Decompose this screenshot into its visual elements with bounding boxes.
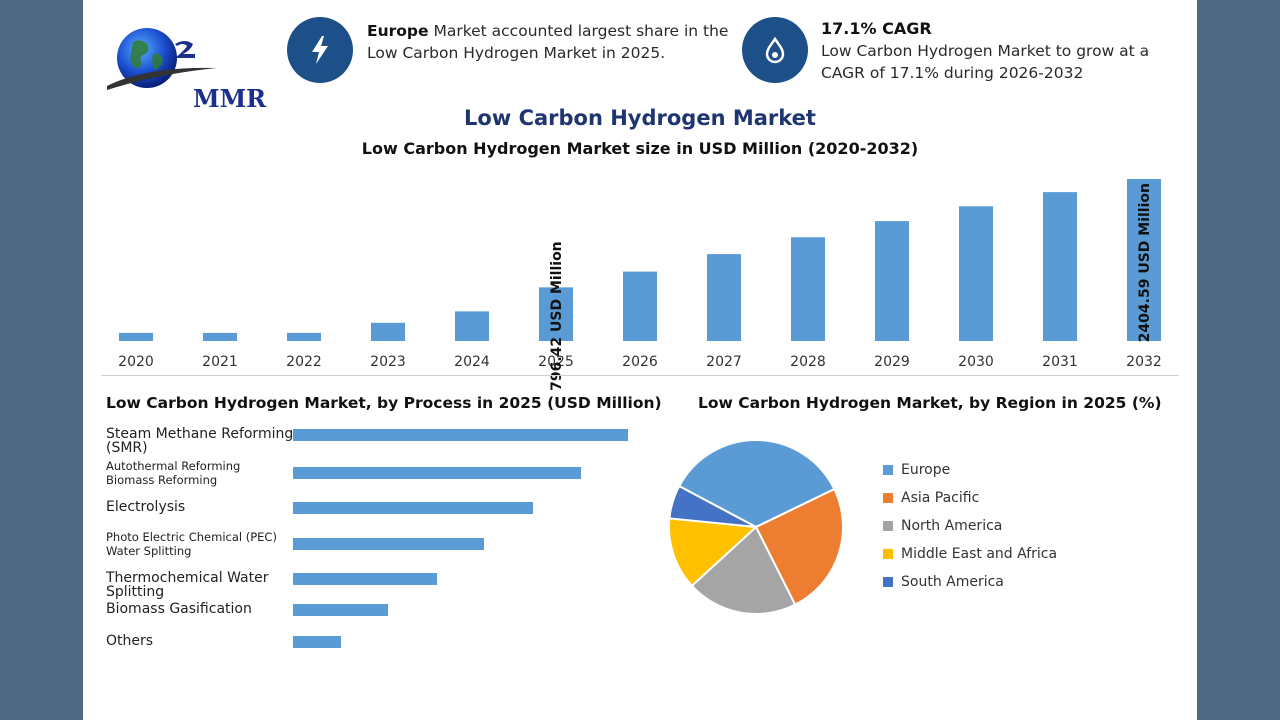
highlight-cagr: 17.1% CAGR Low Carbon Hydrogen Market to… (821, 18, 1171, 84)
legend-swatch (883, 549, 893, 559)
x-tick-2032: 2032 (1126, 354, 1162, 370)
process-bar (293, 538, 484, 550)
brand-name: MMR (193, 84, 267, 113)
highlight-cagr-text: Low Carbon Hydrogen Market to grow at a … (821, 42, 1150, 82)
bar-2032 (1127, 179, 1161, 341)
bar-2028 (791, 237, 825, 341)
mmr-logo: MMR (105, 24, 266, 113)
legend-label: North America (901, 518, 1003, 534)
process-label: Others (106, 633, 154, 649)
hydrogen-drop-icon (742, 17, 808, 83)
process-bar (293, 573, 437, 585)
divider (101, 375, 1179, 376)
legend-swatch (883, 493, 893, 503)
pie-slice-south-america (668, 484, 757, 528)
highlight-cagr-title: 17.1% CAGR (821, 19, 932, 38)
legend-swatch (883, 465, 893, 475)
process-chart-title: Low Carbon Hydrogen Market, by Process i… (106, 394, 662, 412)
bar-2030 (959, 206, 993, 341)
globe-icon (107, 28, 217, 90)
legend-item: Middle East and Africa (883, 546, 1057, 562)
process-label: Biomass Gasification (106, 601, 252, 617)
legend-swatch (883, 577, 893, 587)
legend-item: North America (883, 518, 1002, 534)
bar-2023 (371, 322, 405, 341)
x-tick-2029: 2029 (874, 354, 910, 370)
bar-2029 (875, 221, 909, 341)
highlight-europe: Europe Market accounted largest share in… (367, 20, 747, 64)
bar-2021 (203, 332, 237, 341)
process-bar (293, 467, 581, 479)
process-chart (293, 429, 628, 648)
process-bar (293, 429, 628, 441)
x-tick-2020: 2020 (118, 354, 154, 370)
legend-item: Europe (883, 462, 950, 478)
highlight-europe-bold: Europe (367, 22, 429, 40)
highlight-europe-text: Market accounted largest share in the Lo… (367, 22, 729, 62)
legend-label: South America (901, 574, 1004, 590)
x-tick-2031: 2031 (1042, 354, 1078, 370)
x-tick-2023: 2023 (370, 354, 406, 370)
legend-label: Middle East and Africa (901, 546, 1058, 562)
region-pie-chart (668, 439, 844, 615)
process-label: Photo Electric Chemical (PEC) Water Spli… (106, 530, 277, 558)
bar-2027 (707, 254, 741, 341)
process-bar (293, 502, 533, 514)
pie-slice-asia-pacific (754, 487, 844, 607)
pie-slice-north-america (690, 525, 797, 615)
chart-main-title: Low Carbon Hydrogen Market (464, 106, 816, 130)
process-label: Autothermal Reforming Biomass Reforming (106, 459, 241, 487)
bar-2026 (623, 271, 657, 341)
process-label: Steam Methane Reforming (SMR) (106, 426, 294, 456)
bar-2020 (119, 332, 153, 341)
pie-slice-middle-east-and-africa (668, 517, 759, 588)
x-tick-2024: 2024 (454, 354, 490, 370)
process-bar (293, 636, 341, 648)
bar-2025 (539, 287, 573, 341)
x-tick-2028: 2028 (790, 354, 826, 370)
market-size-chart: 2020 2021 2022 2023 2024 2025 2026 2027 2028 2029… (118, 179, 1162, 391)
data-label-2032: 2404.59 USD Million (1137, 183, 1153, 342)
process-label: Electrolysis (106, 499, 186, 515)
legend-swatch (883, 521, 893, 531)
process-label: Thermochemical Water Splitting (106, 570, 269, 600)
bar-2022 (287, 332, 321, 341)
x-tick-2022: 2022 (286, 354, 322, 370)
process-bar (293, 604, 388, 616)
x-tick-2030: 2030 (958, 354, 994, 370)
lightning-icon (287, 17, 353, 83)
legend-item: Asia Pacific (883, 490, 979, 506)
legend-label: Europe (901, 462, 951, 478)
pie-slice-europe (677, 439, 836, 529)
region-chart-title: Low Carbon Hydrogen Market, by Region in… (698, 394, 1162, 412)
x-tick-2027: 2027 (706, 354, 742, 370)
legend-item: South America (883, 574, 1004, 590)
x-tick-2025: 2025 (538, 354, 574, 370)
bar-2031 (1043, 192, 1077, 341)
data-label-2025: 796.42 USD Million (549, 241, 565, 391)
bar-2024 (455, 311, 489, 341)
legend-label: Asia Pacific (901, 490, 980, 506)
chart-subtitle: Low Carbon Hydrogen Market size in USD M… (361, 139, 919, 158)
x-tick-2026: 2026 (622, 354, 658, 370)
x-tick-2021: 2021 (202, 354, 238, 370)
infographic-card: MMR Europe Market accounted largest shar… (83, 0, 1197, 720)
